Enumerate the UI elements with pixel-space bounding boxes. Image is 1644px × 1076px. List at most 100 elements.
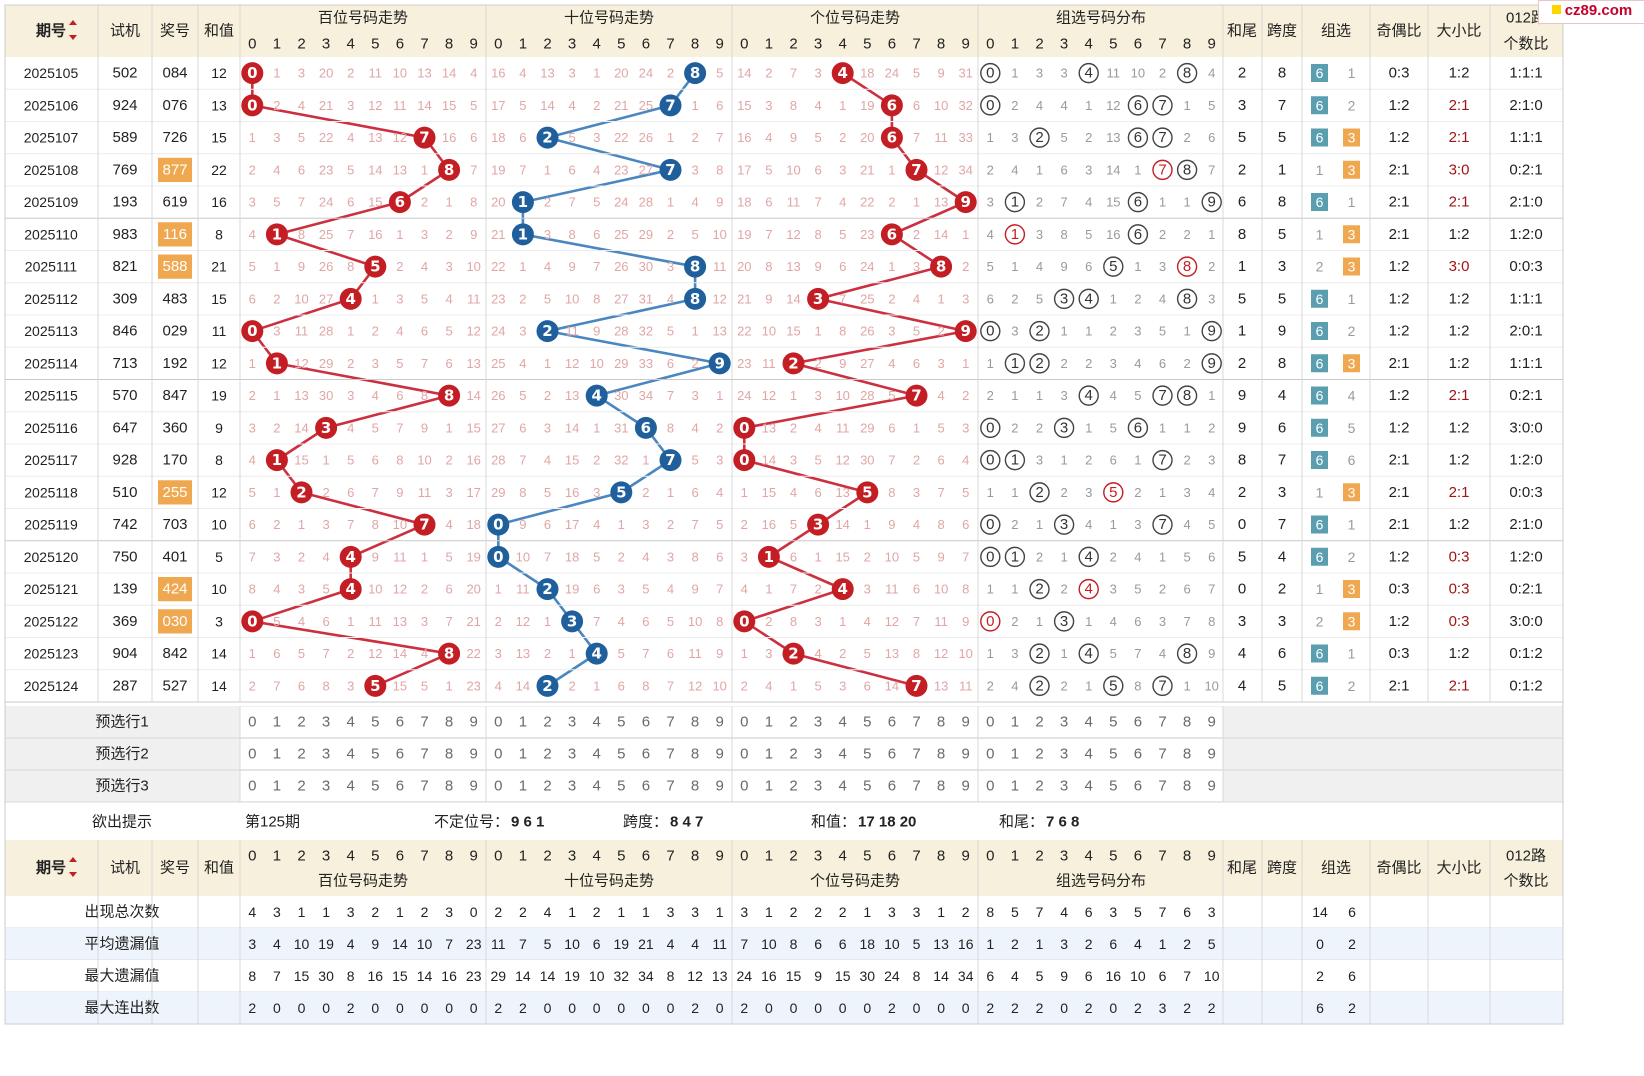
preselect-digit[interactable]: 8 [691, 714, 699, 731]
preselect-digit[interactable]: 9 [716, 778, 724, 795]
preselect-digit[interactable]: 3 [322, 746, 330, 763]
preselect-digit[interactable]: 5 [371, 714, 379, 731]
preselect-digit[interactable]: 2 [789, 746, 797, 763]
preselect-digit[interactable]: 8 [1183, 714, 1191, 731]
preselect-digit[interactable]: 5 [617, 778, 625, 795]
preselect-digit[interactable]: 3 [568, 746, 576, 763]
preselect-digit[interactable]: 7 [420, 746, 428, 763]
preselect-digit[interactable]: 1 [765, 746, 773, 763]
preselect-digit[interactable]: 4 [1085, 714, 1093, 731]
preselect-digit[interactable]: 8 [1183, 746, 1191, 763]
preselect-digit[interactable]: 0 [986, 778, 994, 795]
preselect-digit[interactable]: 3 [568, 714, 576, 731]
preselect-digit[interactable]: 2 [1035, 714, 1043, 731]
preselect-digit[interactable]: 4 [1085, 778, 1093, 795]
preselect-digit[interactable]: 6 [1134, 746, 1142, 763]
preselect-digit[interactable]: 6 [396, 746, 404, 763]
preselect-digit[interactable]: 5 [863, 778, 871, 795]
preselect-digit[interactable]: 1 [273, 778, 281, 795]
preselect-digit[interactable]: 2 [297, 778, 305, 795]
preselect-digit[interactable]: 2 [1035, 778, 1043, 795]
preselect-digit[interactable]: 1 [519, 778, 527, 795]
preselect-digit[interactable]: 2 [297, 746, 305, 763]
preselect-digit[interactable]: 5 [371, 778, 379, 795]
preselect-digit[interactable]: 2 [789, 778, 797, 795]
preselect-digit[interactable]: 1 [273, 714, 281, 731]
preselect-digit[interactable]: 3 [1060, 714, 1068, 731]
preselect-digit[interactable]: 6 [888, 746, 896, 763]
preselect-digit[interactable]: 6 [642, 746, 650, 763]
site-watermark[interactable]: cz89.com [1538, 0, 1644, 24]
preselect-digit[interactable]: 4 [839, 714, 847, 731]
preselect-digit[interactable]: 9 [1208, 746, 1216, 763]
preselect-digit[interactable]: 8 [445, 778, 453, 795]
preselect-digit[interactable]: 0 [248, 778, 256, 795]
preselect-digit[interactable]: 5 [1109, 746, 1117, 763]
preselect-digit[interactable]: 4 [347, 746, 355, 763]
preselect-digit[interactable]: 6 [642, 714, 650, 731]
preselect-digit[interactable]: 5 [617, 746, 625, 763]
preselect-digit[interactable]: 7 [666, 746, 674, 763]
preselect-digit[interactable]: 6 [888, 714, 896, 731]
preselect-digit[interactable]: 7 [1158, 714, 1166, 731]
preselect-digit[interactable]: 9 [470, 746, 478, 763]
preselect-digit[interactable]: 7 [420, 778, 428, 795]
preselect-digit[interactable]: 9 [962, 778, 970, 795]
preselect-digit[interactable]: 0 [986, 714, 994, 731]
preselect-digit[interactable]: 2 [1035, 746, 1043, 763]
preselect-digit[interactable]: 5 [863, 714, 871, 731]
preselect-digit[interactable]: 9 [962, 714, 970, 731]
preselect-digit[interactable]: 2 [297, 714, 305, 731]
preselect-digit[interactable]: 8 [937, 746, 945, 763]
preselect-digit[interactable]: 4 [347, 714, 355, 731]
preselect-digit[interactable]: 3 [1060, 778, 1068, 795]
preselect-digit[interactable]: 8 [937, 714, 945, 731]
preselect-digit[interactable]: 9 [1208, 714, 1216, 731]
preselect-digit[interactable]: 5 [863, 746, 871, 763]
preselect-digit[interactable]: 9 [470, 714, 478, 731]
preselect-digit[interactable]: 7 [666, 714, 674, 731]
preselect-digit[interactable]: 1 [765, 778, 773, 795]
preselect-digit[interactable]: 1 [1011, 778, 1019, 795]
preselect-digit[interactable]: 1 [765, 714, 773, 731]
preselect-digit[interactable]: 7 [912, 714, 920, 731]
preselect-digit[interactable]: 5 [371, 746, 379, 763]
preselect-digit[interactable]: 4 [1085, 746, 1093, 763]
preselect-digit[interactable]: 1 [519, 714, 527, 731]
preselect-digit[interactable]: 0 [740, 746, 748, 763]
preselect-digit[interactable]: 9 [962, 746, 970, 763]
preselect-digit[interactable]: 4 [839, 746, 847, 763]
preselect-digit[interactable]: 7 [666, 778, 674, 795]
preselect-digit[interactable]: 4 [593, 746, 601, 763]
preselect-digit[interactable]: 9 [1208, 778, 1216, 795]
preselect-digit[interactable]: 4 [839, 778, 847, 795]
preselect-digit[interactable]: 7 [420, 714, 428, 731]
preselect-digit[interactable]: 1 [273, 746, 281, 763]
preselect-digit[interactable]: 7 [912, 778, 920, 795]
preselect-digit[interactable]: 0 [986, 746, 994, 763]
preselect-digit[interactable]: 7 [1158, 746, 1166, 763]
preselect-digit[interactable]: 5 [1109, 778, 1117, 795]
preselect-digit[interactable]: 9 [716, 746, 724, 763]
preselect-digit[interactable]: 2 [543, 746, 551, 763]
preselect-digit[interactable]: 3 [568, 778, 576, 795]
preselect-digit[interactable]: 4 [593, 778, 601, 795]
preselect-digit[interactable]: 5 [1109, 714, 1117, 731]
preselect-digit[interactable]: 0 [494, 714, 502, 731]
preselect-digit[interactable]: 4 [347, 778, 355, 795]
preselect-digit[interactable]: 1 [519, 746, 527, 763]
preselect-digit[interactable]: 3 [322, 714, 330, 731]
preselect-digit[interactable]: 4 [593, 714, 601, 731]
preselect-digit[interactable]: 3 [814, 778, 822, 795]
preselect-digit[interactable]: 1 [1011, 746, 1019, 763]
preselect-digit[interactable]: 6 [396, 714, 404, 731]
preselect-digit[interactable]: 3 [814, 714, 822, 731]
preselect-digit[interactable]: 8 [1183, 778, 1191, 795]
preselect-digit[interactable]: 0 [740, 714, 748, 731]
preselect-digit[interactable]: 3 [322, 778, 330, 795]
preselect-digit[interactable]: 0 [740, 778, 748, 795]
preselect-digit[interactable]: 3 [1060, 746, 1068, 763]
preselect-digit[interactable]: 7 [912, 746, 920, 763]
preselect-digit[interactable]: 0 [494, 746, 502, 763]
preselect-digit[interactable]: 7 [1158, 778, 1166, 795]
